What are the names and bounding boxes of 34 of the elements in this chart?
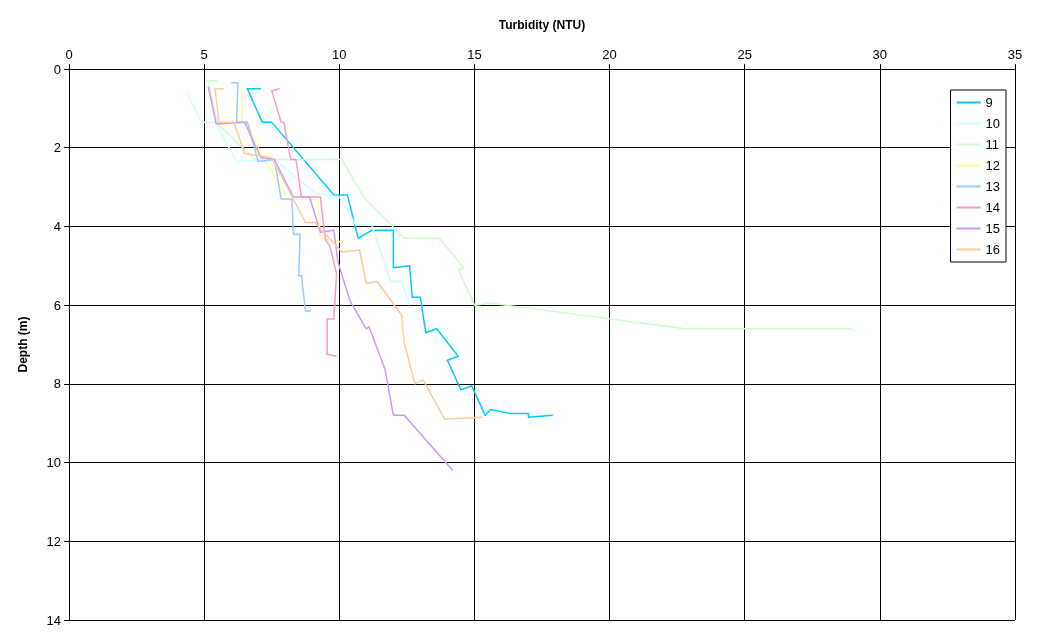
legend-label: 13 bbox=[985, 179, 1001, 194]
y-axis-title: Depth (m) bbox=[16, 316, 30, 373]
x-tick-label: 5 bbox=[200, 47, 208, 62]
x-tick-label: 30 bbox=[872, 47, 888, 62]
x-tick-label: 0 bbox=[65, 47, 73, 62]
x-tick-label: 25 bbox=[737, 47, 752, 62]
y-tick-label: 6 bbox=[53, 297, 61, 313]
x-tick-label: 20 bbox=[602, 47, 617, 62]
y-tick-label: 14 bbox=[46, 612, 61, 628]
legend-label: 11 bbox=[985, 137, 1000, 152]
legend-label: 16 bbox=[985, 242, 1001, 257]
line-series bbox=[241, 87, 345, 243]
legend-label: 9 bbox=[985, 95, 993, 110]
x-tick-label: 35 bbox=[1007, 47, 1023, 62]
legend-label: 10 bbox=[985, 116, 1001, 131]
x-axis-title: Turbidity (NTU) bbox=[498, 18, 586, 32]
line-series bbox=[270, 87, 338, 358]
line-series bbox=[185, 91, 411, 306]
line-series bbox=[207, 85, 454, 472]
legend-label: 15 bbox=[985, 221, 1001, 236]
line-series bbox=[230, 82, 312, 312]
legend-label: 12 bbox=[985, 158, 1001, 173]
y-tick-label: 12 bbox=[46, 533, 61, 549]
x-tick-label: 10 bbox=[332, 47, 347, 62]
x-tick-label: 15 bbox=[467, 47, 482, 62]
y-tick-label: 8 bbox=[53, 376, 61, 392]
y-tick-label: 10 bbox=[46, 455, 61, 471]
y-tick-label: 0 bbox=[53, 61, 61, 77]
y-tick-label: 4 bbox=[53, 218, 61, 234]
line-series bbox=[214, 87, 484, 421]
y-tick-label: 2 bbox=[53, 140, 61, 156]
line-series bbox=[207, 80, 854, 330]
legend-label: 14 bbox=[985, 200, 1001, 215]
line-series bbox=[246, 87, 554, 419]
